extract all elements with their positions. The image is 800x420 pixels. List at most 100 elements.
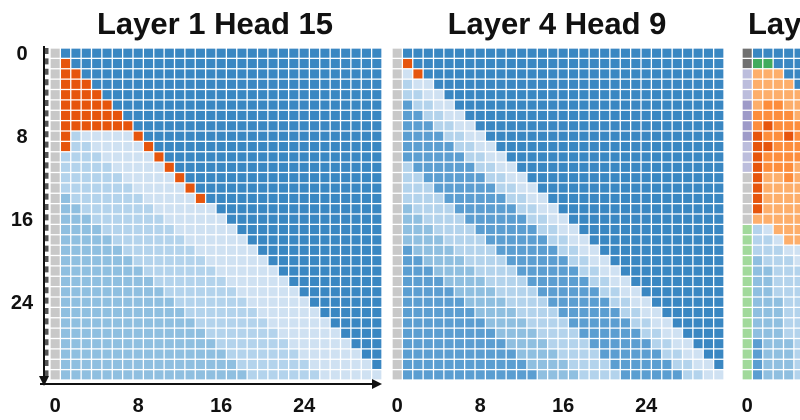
heatmap-cell <box>600 276 610 286</box>
heatmap-cell <box>351 297 361 307</box>
heatmap-cell <box>714 339 724 349</box>
heatmap-cell <box>50 48 60 58</box>
heatmap-cell <box>361 225 371 235</box>
heatmap-cell <box>486 359 496 369</box>
heatmap-cell <box>299 69 309 79</box>
heatmap-cell <box>444 214 454 224</box>
heatmap-cell <box>589 276 599 286</box>
heatmap-cell <box>71 110 81 120</box>
heatmap-cell <box>413 359 423 369</box>
heatmap-cell <box>299 121 309 131</box>
heatmap-cell <box>206 59 216 69</box>
heatmap-cell <box>742 193 752 203</box>
heatmap-cell <box>278 297 288 307</box>
heatmap-cell <box>527 256 537 266</box>
heatmap-cell <box>693 204 703 214</box>
heatmap-cell <box>784 370 794 380</box>
heatmap-cell <box>773 79 783 89</box>
heatmap-cell <box>361 193 371 203</box>
heatmap-cell <box>289 193 299 203</box>
heatmap-cell <box>392 214 402 224</box>
heatmap-cell <box>610 183 620 193</box>
heatmap-cell <box>258 214 268 224</box>
heatmap-cell <box>71 266 81 276</box>
heatmap-cell <box>268 256 278 266</box>
heatmap-cell <box>392 256 402 266</box>
heatmap-cell <box>164 266 174 276</box>
heatmap-cell <box>714 142 724 152</box>
heatmap-cell <box>81 287 91 297</box>
heatmap-cell <box>289 121 299 131</box>
heatmap-cell <box>299 173 309 183</box>
heatmap-cell <box>558 256 568 266</box>
heatmap-cell <box>773 121 783 131</box>
heatmap-cell <box>423 328 433 338</box>
heatmap-cell <box>610 225 620 235</box>
heatmap-cell <box>92 152 102 162</box>
heatmap-cell <box>600 235 610 245</box>
heatmap-cell <box>123 152 133 162</box>
heatmap-cell <box>185 59 195 69</box>
heatmap-cell <box>600 225 610 235</box>
heatmap-cell <box>372 48 382 58</box>
heatmap-cell <box>662 142 672 152</box>
heatmap-cell <box>569 59 579 69</box>
heatmap-cell <box>227 297 237 307</box>
heatmap-cell <box>454 214 464 224</box>
heatmap-cell <box>784 59 794 69</box>
heatmap-cell <box>206 287 216 297</box>
heatmap-cell <box>413 162 423 172</box>
heatmap-cell <box>703 69 713 79</box>
heatmap-cell <box>444 370 454 380</box>
heatmap-cell <box>341 308 351 318</box>
heatmap-cell <box>672 256 682 266</box>
heatmap-cell <box>517 349 527 359</box>
heatmap-cell <box>794 100 800 110</box>
heatmap-cell <box>185 276 195 286</box>
heatmap-cell <box>330 100 340 110</box>
heatmap-cell <box>361 287 371 297</box>
heatmap-cell <box>164 276 174 286</box>
heatmap-cell <box>465 266 475 276</box>
heatmap-cell <box>558 79 568 89</box>
heatmap-cell <box>475 100 485 110</box>
heatmap-cell <box>154 204 164 214</box>
heatmap-cell <box>486 339 496 349</box>
heatmap-cell <box>434 339 444 349</box>
heatmap-cell <box>537 79 547 89</box>
heatmap-cell <box>392 245 402 255</box>
heatmap-cell <box>247 328 257 338</box>
heatmap-cell <box>794 214 800 224</box>
heatmap-cell <box>195 225 205 235</box>
heatmap-cell <box>164 256 174 266</box>
heatmap-cell <box>268 370 278 380</box>
heatmap-cell <box>392 328 402 338</box>
heatmap-cell <box>320 59 330 69</box>
heatmap-cell <box>351 162 361 172</box>
heatmap-cell <box>672 173 682 183</box>
heatmap-cell <box>742 162 752 172</box>
heatmap-cell <box>268 173 278 183</box>
heatmap-cell <box>703 359 713 369</box>
heatmap-cell <box>558 339 568 349</box>
heatmap-cell <box>714 328 724 338</box>
heatmap-cell <box>423 359 433 369</box>
heatmap-cell <box>206 266 216 276</box>
heatmap-cell <box>589 79 599 89</box>
heatmap-cell <box>330 59 340 69</box>
heatmap-cell <box>227 318 237 328</box>
heatmap-cell <box>92 297 102 307</box>
heatmap-cell <box>434 142 444 152</box>
heatmap-cell <box>216 100 226 110</box>
heatmap-cell <box>753 276 763 286</box>
heatmap-cell <box>278 69 288 79</box>
heatmap-cell <box>569 287 579 297</box>
heatmap-cell <box>299 110 309 120</box>
heatmap-cell <box>693 142 703 152</box>
heatmap-cell <box>662 328 672 338</box>
heatmap-cell <box>763 152 773 162</box>
heatmap-cell <box>662 235 672 245</box>
heatmap-cell <box>742 266 752 276</box>
heatmap-cell <box>753 339 763 349</box>
heatmap-cell <box>206 79 216 89</box>
